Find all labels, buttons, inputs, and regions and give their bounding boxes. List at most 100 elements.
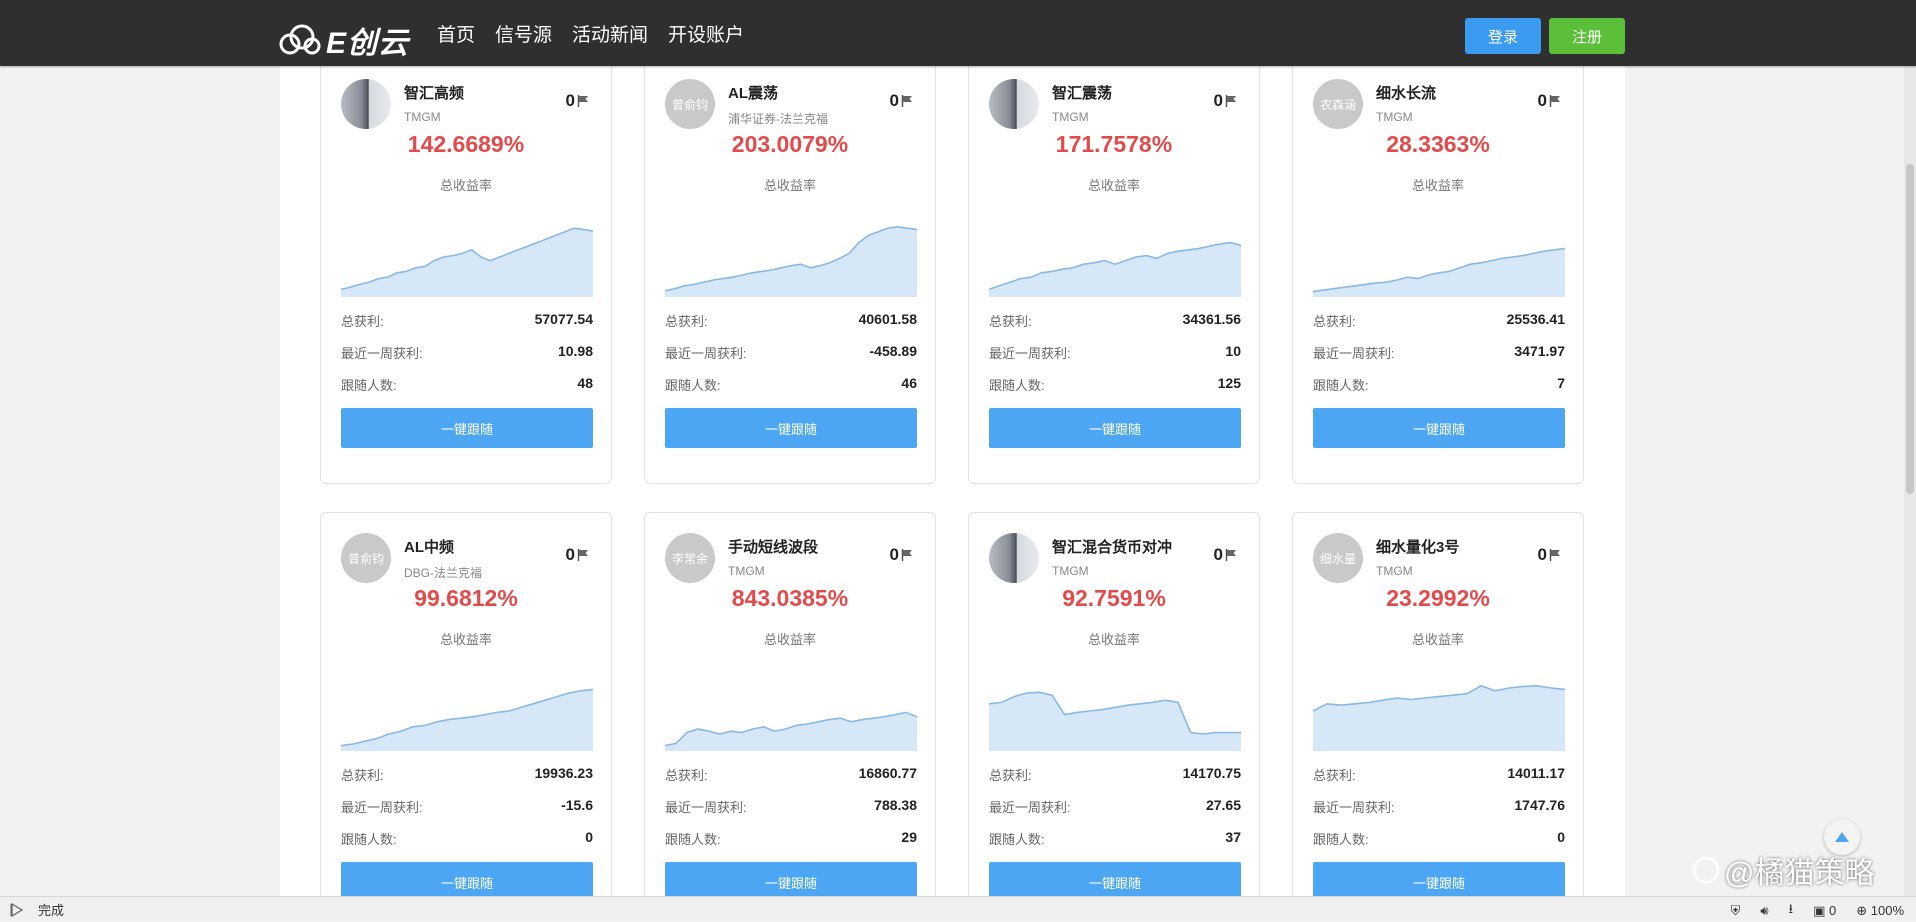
equity-curve-chart	[989, 691, 1241, 751]
register-button[interactable]: 注册	[1549, 18, 1625, 54]
avatar[interactable]: 李常余	[665, 533, 715, 583]
broker-name: TMGM	[404, 110, 441, 124]
page-scrollbar[interactable]	[1904, 66, 1916, 896]
nav-home[interactable]: 首页	[437, 24, 476, 46]
total-profit-label: 总获利:	[341, 768, 384, 783]
avatar[interactable]: 曾俞钧	[341, 533, 391, 583]
weekly-profit-label: 最近一周获利:	[341, 346, 423, 361]
flag-count[interactable]: 0	[1538, 91, 1561, 111]
flag-icon	[1549, 95, 1560, 107]
signal-card[interactable]: 智汇混合货币对冲 TMGM 0 92.7591% 总收益率 总获利: 14170.…	[968, 512, 1260, 896]
weekly-profit-row: 最近一周获利: 10	[989, 343, 1241, 362]
flag-count[interactable]: 0	[1538, 545, 1561, 565]
signal-name[interactable]: 手动短线波段	[728, 539, 819, 556]
nav-open-account[interactable]: 开设账户	[668, 24, 745, 46]
zoom-control[interactable]: ⊕ 100%	[1856, 903, 1904, 918]
back-to-top-button[interactable]	[1824, 819, 1860, 855]
equity-curve-chart	[341, 688, 593, 751]
shield-icon[interactable]: ⛨	[1730, 903, 1741, 918]
total-return-label: 总收益率	[763, 178, 816, 193]
weekly-profit-value: -458.89	[869, 343, 917, 359]
signal-card[interactable]: 细水量 细水量化3号 TMGM 0 23.2992% 总收益率 总获利: 1401…	[1292, 512, 1584, 896]
followers-label: 跟随人数:	[341, 832, 397, 847]
followers-row: 跟随人数: 0	[341, 829, 593, 848]
signal-name[interactable]: AL中频	[404, 539, 454, 556]
curve-line	[341, 227, 593, 291]
one-click-follow-button[interactable]: 一键跟随	[989, 408, 1241, 448]
flag-count[interactable]: 0	[890, 91, 913, 111]
weekly-profit-row: 最近一周获利: 3471.97	[1313, 343, 1565, 362]
flag-icon	[1549, 549, 1560, 561]
flag-count[interactable]: 0	[566, 545, 589, 565]
avatar[interactable]: 细水量	[1313, 533, 1363, 583]
signal-name[interactable]: 细水量化3号	[1376, 539, 1460, 556]
signal-name[interactable]: 智汇混合货币对冲	[1052, 539, 1173, 556]
one-click-follow-button[interactable]: 一键跟随	[665, 862, 917, 896]
flag-count[interactable]: 0	[1214, 91, 1237, 111]
avatar[interactable]: 农森涵	[1313, 79, 1363, 129]
equity-curve-chart	[1313, 247, 1565, 297]
scrollbar-thumb[interactable]	[1906, 164, 1914, 494]
total-profit-value: 19936.23	[534, 765, 593, 781]
counter-badge[interactable]: ▣ 0	[1813, 903, 1837, 918]
one-click-follow-button[interactable]: 一键跟随	[989, 862, 1241, 896]
flag-icon	[577, 95, 588, 107]
weekly-profit-label: 最近一周获利:	[989, 346, 1071, 361]
signal-card[interactable]: 曾俞钧 AL中频 DBG-法兰克福 0 99.6812% 总收益率 总获利: 19…	[320, 512, 612, 896]
total-profit-value: 14011.17	[1507, 765, 1565, 781]
total-profit-value: 57077.54	[534, 311, 593, 327]
speaker-icon[interactable]: 🔊︎	[1760, 903, 1769, 918]
signal-name[interactable]: 智汇高频	[404, 85, 465, 102]
one-click-follow-button[interactable]: 一键跟随	[341, 862, 593, 896]
flag-count-value: 0	[565, 545, 575, 564]
weekly-profit-value: 1747.76	[1514, 797, 1565, 813]
signal-name[interactable]: AL震荡	[728, 85, 778, 102]
equity-curve-chart	[1313, 684, 1565, 751]
curve-line	[989, 691, 1241, 735]
weekly-profit-value: 10.98	[557, 343, 593, 359]
one-click-follow-button[interactable]: 一键跟随	[341, 408, 593, 448]
curve-line	[665, 225, 917, 292]
flag-count-value: 0	[1537, 91, 1547, 110]
signal-card[interactable]: 智汇高频 TMGM 0 142.6689% 总收益率 总获利: 57077.54 …	[320, 66, 612, 484]
total-profit-label: 总获利:	[989, 314, 1032, 329]
download-icon[interactable]: ⭳	[1788, 901, 1794, 916]
followers-row: 跟随人数: 7	[1313, 375, 1565, 394]
avatar[interactable]	[989, 533, 1039, 583]
flag-count[interactable]: 0	[566, 91, 589, 111]
brand-logo[interactable]: E创云	[278, 18, 409, 62]
nav-signal-source[interactable]: 信号源	[495, 24, 553, 46]
flag-count[interactable]: 0	[1214, 545, 1237, 565]
avatar[interactable]	[989, 79, 1039, 129]
total-return-rate: 843.0385%	[731, 585, 849, 611]
nav-news[interactable]: 活动新闻	[572, 24, 649, 46]
one-click-follow-button[interactable]: 一键跟随	[665, 408, 917, 448]
followers-label: 跟随人数:	[1313, 378, 1369, 393]
flag-count-value: 0	[889, 545, 899, 564]
signal-name[interactable]: 细水长流	[1376, 85, 1437, 102]
signal-card[interactable]: 曾俞钧 AL震荡 浦华证券-法兰克福 0 203.0079% 总收益率 总获利:…	[644, 66, 936, 484]
flag-count[interactable]: 0	[890, 545, 913, 565]
total-return-rate: 142.6689%	[407, 131, 525, 157]
followers-row: 跟随人数: 125	[989, 375, 1241, 394]
total-return-label: 总收益率	[1087, 178, 1140, 193]
signal-card[interactable]: 智汇震荡 TMGM 0 171.7578% 总收益率 总获利: 34361.56 …	[968, 66, 1260, 484]
avatar[interactable]	[341, 79, 391, 129]
signal-card[interactable]: 农森涵 细水长流 TMGM 0 28.3363% 总收益率 总获利: 25536.…	[1292, 66, 1584, 484]
main-nav: 首页 信号源 活动新闻 开设账户	[437, 0, 744, 66]
total-profit-row: 总获利: 25536.41	[1313, 311, 1565, 330]
total-return-rate: 92.7591%	[1062, 585, 1166, 611]
signal-name[interactable]: 智汇震荡	[1052, 85, 1113, 102]
signal-card[interactable]: 李常余 手动短线波段 TMGM 0 843.0385% 总收益率 总获利: 168…	[644, 512, 936, 896]
one-click-follow-button[interactable]: 一键跟随	[1313, 862, 1565, 896]
one-click-follow-button[interactable]: 一键跟随	[1313, 408, 1565, 448]
login-button[interactable]: 登录	[1465, 18, 1541, 54]
weekly-profit-value: 788.38	[874, 797, 917, 813]
play-icon[interactable]	[10, 902, 24, 917]
total-profit-label: 总获利:	[665, 314, 708, 329]
browser-status-bar: 完成 ⛨ 🔊︎ ⭳ ▣ 0 ⊕ 100%	[0, 896, 1916, 920]
followers-row: 跟随人数: 0	[1313, 829, 1565, 848]
avatar[interactable]: 曾俞钧	[665, 79, 715, 129]
flag-icon	[577, 549, 588, 561]
followers-value: 48	[577, 375, 593, 391]
